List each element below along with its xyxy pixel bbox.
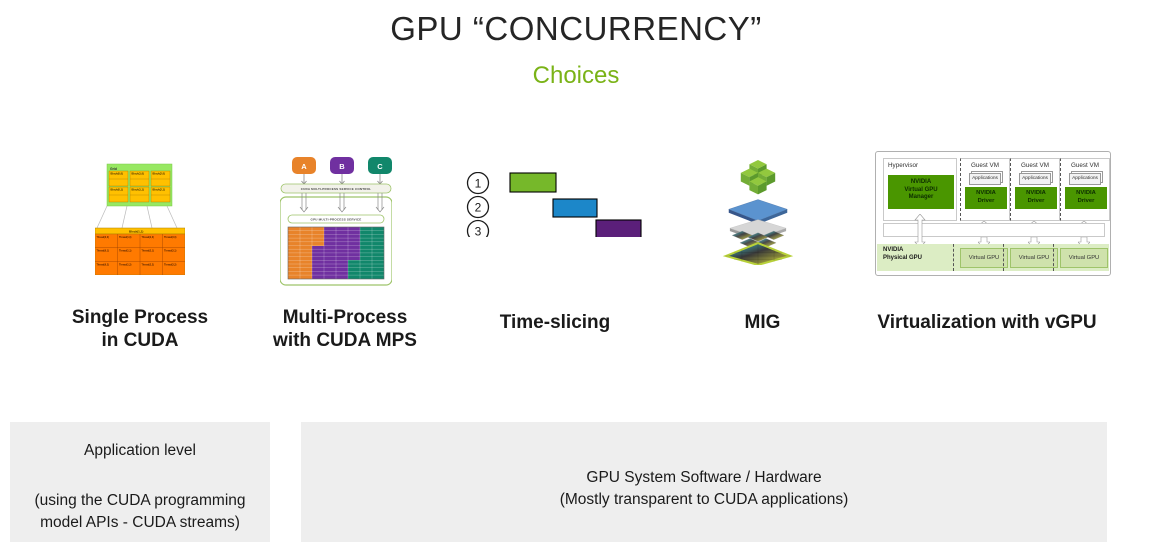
svg-text:2: 2: [475, 201, 482, 215]
svg-text:CUDA MULTI-PROCESS SERVICE CON: CUDA MULTI-PROCESS SERVICE CONTROL: [301, 187, 371, 191]
svg-text:Thread(0,2): Thread(0,2): [97, 264, 110, 266]
svg-text:B: B: [339, 162, 345, 171]
svg-text:Block(1,0): Block(1,0): [132, 172, 145, 176]
svg-text:GPU MULTI-PROCESS SERVICE: GPU MULTI-PROCESS SERVICE: [311, 218, 362, 222]
svg-text:1: 1: [475, 177, 482, 191]
svg-text:Thread(0,1): Thread(0,1): [97, 251, 110, 253]
svg-text:Thread(2,1): Thread(2,1): [142, 251, 155, 253]
svg-text:Block(0,0): Block(0,0): [111, 172, 124, 176]
svg-text:Block(1,1): Block(1,1): [132, 188, 145, 192]
svg-text:Thread(1,0): Thread(1,0): [119, 237, 132, 239]
svg-text:Block(2,1): Block(2,1): [153, 188, 166, 192]
svg-text:Block(0,1): Block(0,1): [111, 188, 124, 192]
svg-text:Grid: Grid: [110, 167, 117, 171]
svg-text:Thread(1,1): Thread(1,1): [119, 251, 132, 253]
svg-text:Thread(3,0): Thread(3,0): [164, 237, 177, 239]
svg-text:Thread(2,0): Thread(2,0): [142, 237, 155, 239]
svg-text:Thread(1,2): Thread(1,2): [119, 264, 132, 266]
svg-text:Thread(3,2): Thread(3,2): [164, 264, 177, 266]
svg-text:Block(1,1): Block(1,1): [129, 229, 143, 233]
svg-text:Thread(2,2): Thread(2,2): [142, 264, 155, 266]
svg-text:Thread(3,1): Thread(3,1): [164, 251, 177, 253]
svg-text:Block(2,0): Block(2,0): [153, 172, 166, 176]
svg-text:A: A: [301, 162, 307, 171]
svg-text:3: 3: [475, 225, 482, 238]
svg-text:Thread(0,0): Thread(0,0): [97, 237, 110, 239]
svg-text:C: C: [377, 162, 383, 171]
